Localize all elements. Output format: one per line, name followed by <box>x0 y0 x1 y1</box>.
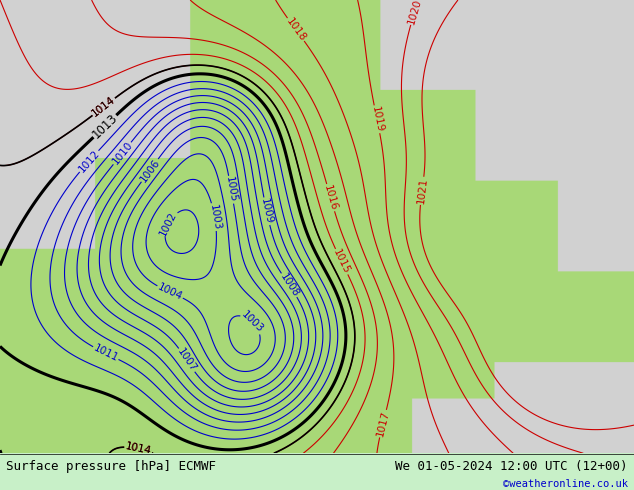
Text: 1003: 1003 <box>207 203 222 231</box>
Text: 1019: 1019 <box>370 105 384 133</box>
Text: 1011: 1011 <box>92 343 120 364</box>
Text: We 01-05-2024 12:00 UTC (12+00): We 01-05-2024 12:00 UTC (12+00) <box>395 460 628 473</box>
Text: 1005: 1005 <box>224 176 238 203</box>
Text: 1007: 1007 <box>175 346 198 374</box>
Text: 1003: 1003 <box>240 310 266 335</box>
Text: 1009: 1009 <box>259 197 275 225</box>
Text: 1015: 1015 <box>332 247 352 276</box>
Text: 1004: 1004 <box>156 282 184 302</box>
Text: 1013: 1013 <box>89 111 120 141</box>
Text: Surface pressure [hPa] ECMWF: Surface pressure [hPa] ECMWF <box>6 460 216 473</box>
Text: 1006: 1006 <box>138 157 162 184</box>
Text: 1012: 1012 <box>77 148 101 174</box>
Text: 1018: 1018 <box>284 16 307 43</box>
Text: 1016: 1016 <box>322 184 339 212</box>
Text: ©weatheronline.co.uk: ©weatheronline.co.uk <box>503 480 628 490</box>
Text: 1014: 1014 <box>90 95 117 119</box>
FancyBboxPatch shape <box>0 453 634 490</box>
Text: 1010: 1010 <box>110 140 134 167</box>
Text: 1014: 1014 <box>124 441 152 457</box>
Text: 1020: 1020 <box>406 0 424 25</box>
Text: 1014: 1014 <box>124 441 152 457</box>
Text: 1002: 1002 <box>158 210 179 238</box>
Text: 1017: 1017 <box>375 410 391 438</box>
Text: 1021: 1021 <box>415 177 429 204</box>
Text: 1008: 1008 <box>278 271 301 299</box>
Text: 1014: 1014 <box>90 95 117 119</box>
